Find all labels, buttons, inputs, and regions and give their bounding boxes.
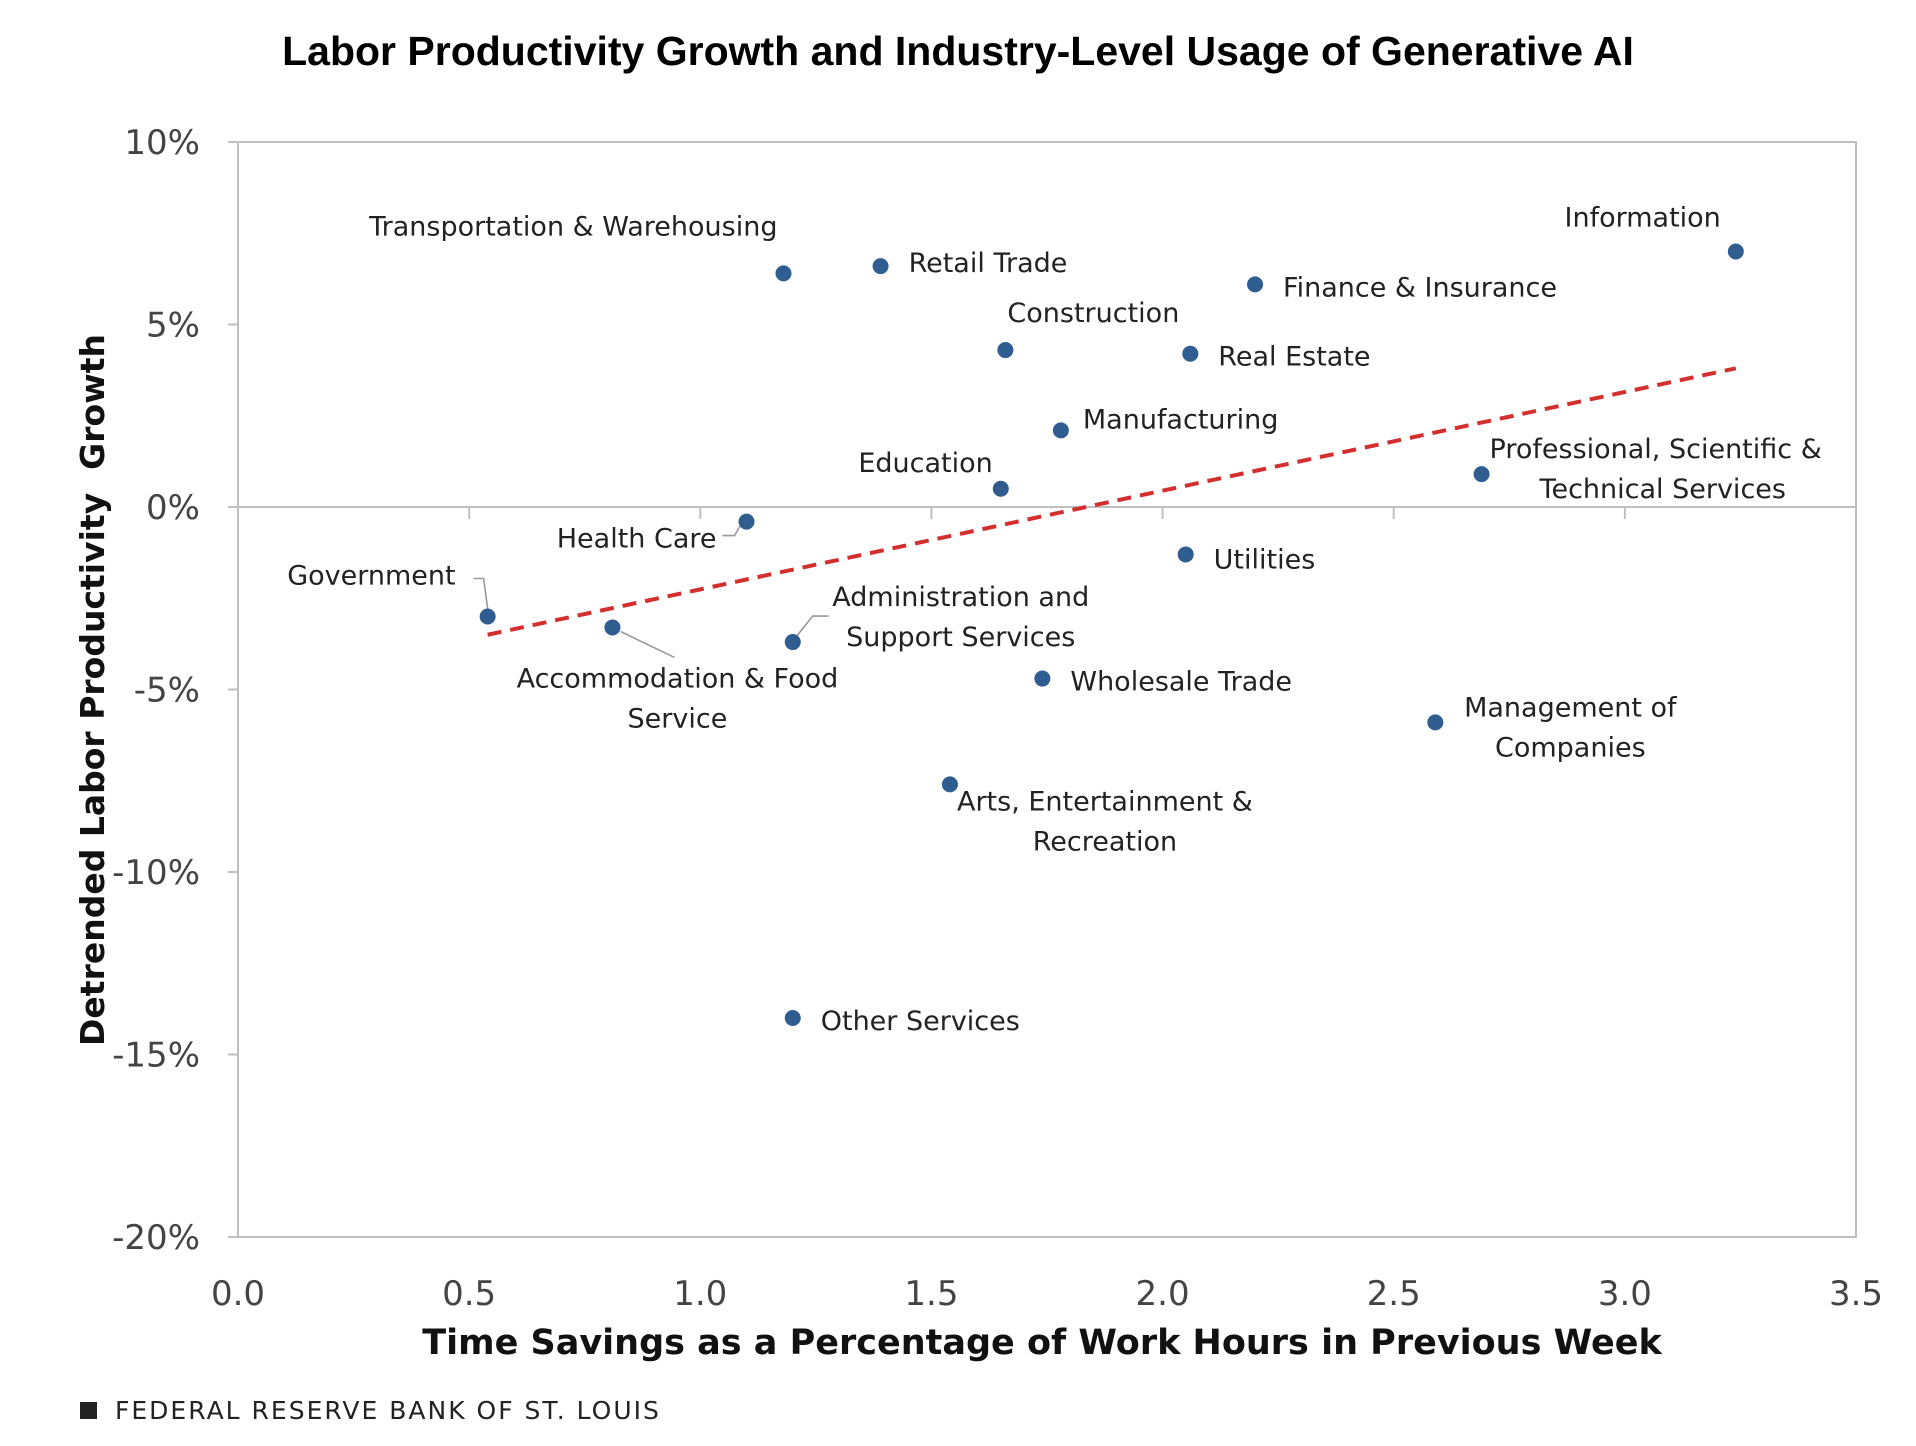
x-axis-title: Time Savings as a Percentage of Work Hou… — [422, 1323, 1662, 1363]
data-point — [479, 608, 496, 625]
y-tick-label: 10% — [124, 123, 200, 163]
data-point — [1727, 243, 1744, 260]
point-label: Government — [287, 561, 455, 592]
x-tick-label: 3.0 — [1598, 1274, 1652, 1314]
data-point — [997, 342, 1014, 359]
point-label: Other Services — [821, 1006, 1020, 1037]
data-point — [1052, 422, 1069, 439]
leader-line — [722, 521, 744, 537]
point-label: Education — [858, 448, 992, 479]
point-label: Administration and Support Services — [832, 582, 1089, 653]
leader-line — [620, 630, 675, 659]
y-tick-label: -10% — [112, 853, 200, 893]
data-point — [1034, 670, 1051, 687]
x-tick-label: 1.0 — [673, 1274, 727, 1314]
data-point — [1473, 466, 1490, 483]
point-label: Professional, Scientific & Technical Serv… — [1490, 434, 1822, 505]
data-points — [479, 243, 1744, 1026]
point-label: Information — [1565, 203, 1721, 234]
y-axis-ticks: 10% 5% 0% -5% -10% -15% -20% — [112, 123, 238, 1258]
x-tick-label: 1.5 — [904, 1274, 958, 1314]
footer: FEDERAL RESERVE BANK OF ST. LOUIS — [80, 1396, 661, 1425]
data-point — [872, 258, 889, 275]
point-label: Construction — [1007, 298, 1179, 329]
data-point — [1247, 276, 1264, 293]
y-tick-label: 0% — [146, 488, 200, 528]
y-tick-label: -5% — [134, 671, 200, 711]
point-label: Wholesale Trade — [1070, 667, 1292, 698]
point-label: Management of Companies — [1464, 692, 1678, 763]
data-point — [784, 634, 801, 651]
leader-line — [473, 577, 489, 609]
point-label: Finance & Insurance — [1283, 272, 1557, 303]
x-tick-label: 2.0 — [1136, 1274, 1190, 1314]
trendline-layer — [487, 366, 1737, 637]
data-point — [1177, 546, 1194, 563]
y-tick-label: 5% — [146, 306, 200, 346]
point-label: Real Estate — [1218, 342, 1370, 373]
y-tick-label: -15% — [112, 1036, 200, 1076]
chart-title: Labor Productivity Growth and Industry-L… — [282, 28, 1634, 74]
point-label: Transportation & Warehousing — [368, 211, 777, 242]
footer-text: FEDERAL RESERVE BANK OF ST. LOUIS — [115, 1396, 661, 1425]
y-tick-label: -20% — [112, 1218, 200, 1258]
data-point — [1182, 345, 1199, 362]
point-labels: Transportation & Warehousing Retail Trade… — [287, 203, 1822, 1038]
x-axis-ticks: 0.0 0.5 1.0 1.5 2.0 2.5 3.0 3.5 — [211, 507, 1883, 1314]
data-point — [992, 480, 1009, 497]
data-point — [1427, 714, 1444, 731]
point-label: Accommodation & Food Service — [517, 663, 839, 734]
x-tick-label: 0.0 — [211, 1274, 265, 1314]
point-label: Health Care — [557, 524, 717, 555]
trendline — [487, 366, 1737, 637]
leader-line — [796, 615, 829, 637]
data-point — [775, 265, 792, 282]
x-tick-label: 3.5 — [1829, 1274, 1883, 1314]
x-tick-label: 0.5 — [442, 1274, 496, 1314]
point-label: Retail Trade — [909, 248, 1068, 279]
y-axis-title: Detrended Labor Productivity Growth — [73, 334, 112, 1046]
data-point — [738, 513, 755, 530]
leader-lines — [473, 521, 829, 659]
point-label: Arts, Entertainment & Recreation — [957, 786, 1253, 857]
x-tick-label: 2.5 — [1367, 1274, 1421, 1314]
data-point — [941, 776, 958, 793]
point-label: Manufacturing — [1083, 404, 1279, 435]
data-point — [784, 1010, 801, 1026]
data-point — [604, 619, 621, 636]
point-label: Utilities — [1214, 544, 1316, 575]
fed-logo-square-icon — [80, 1402, 97, 1419]
